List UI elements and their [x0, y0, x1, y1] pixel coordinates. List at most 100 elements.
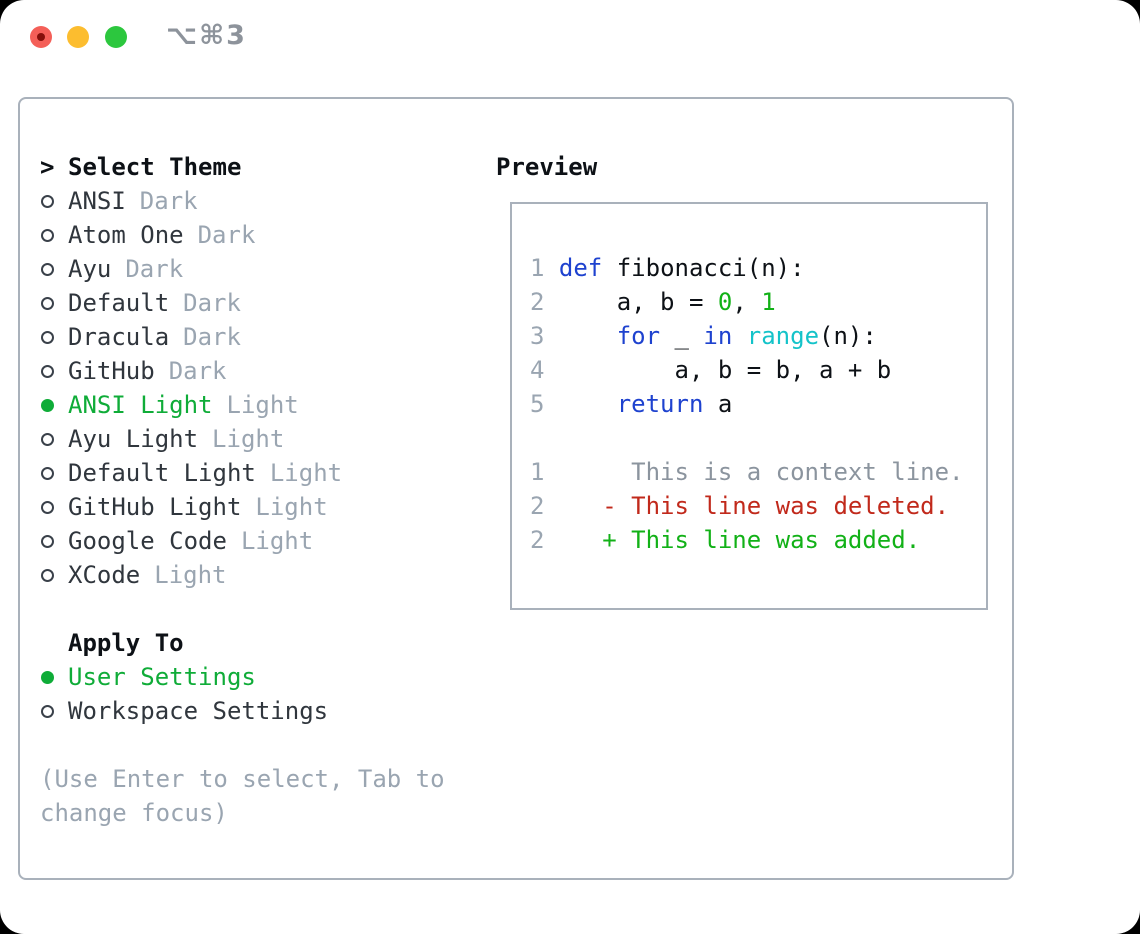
theme-variant: Dark	[183, 289, 241, 317]
code-segment	[559, 390, 617, 418]
code-segment: for	[616, 322, 661, 350]
select-theme-heading: Select Theme	[68, 153, 242, 181]
diff-text: This line was added.	[631, 526, 921, 554]
theme-item[interactable]: GitHub Light Light	[40, 490, 445, 524]
apply-option[interactable]: User Settings	[40, 660, 445, 694]
theme-variant: Light	[240, 527, 314, 555]
theme-name: Google Code	[68, 527, 227, 555]
code-segment: (n):	[819, 322, 877, 350]
code-segment: 0	[717, 288, 733, 316]
line-number: 2	[530, 526, 603, 554]
code-line: 3 for _ in range(n):	[530, 319, 986, 353]
apply-option-label: Workspace Settings	[68, 697, 329, 725]
radio-icon	[40, 262, 68, 276]
apply-option-label: User Settings	[68, 663, 256, 691]
radio-icon	[40, 466, 68, 480]
radio-icon	[40, 296, 68, 310]
theme-name: Ayu	[68, 255, 112, 283]
keyboard-hint: (Use Enter to select, Tab to change focu…	[40, 762, 445, 830]
apply-to-header-line: Apply To	[40, 626, 445, 660]
line-number: 1	[530, 254, 559, 282]
theme-item[interactable]: ANSI Light Light	[40, 388, 445, 422]
code-segment: a, b = b, a + b	[558, 356, 892, 384]
theme-item[interactable]: GitHub Dark	[40, 354, 445, 388]
theme-name: GitHub	[68, 357, 155, 385]
theme-name: Dracula	[68, 323, 170, 351]
line-number: 5	[530, 390, 559, 418]
theme-name: Default	[68, 289, 170, 317]
diff-preview-block: 1 This is a context line. 2 - This line w…	[530, 455, 986, 557]
theme-name: Default Light	[68, 459, 256, 487]
theme-selector-panel: > Select Theme ANSI Dark Atom One Dark A…	[18, 97, 1014, 880]
theme-variant: Light	[255, 493, 328, 521]
theme-item[interactable]: ANSI Dark	[40, 184, 445, 218]
close-window-icon[interactable]	[30, 26, 52, 48]
apply-to-section: Apply To User Settings Workspace Setting…	[40, 626, 445, 728]
line-number: 3	[530, 322, 559, 350]
title-bar: ⌥⌘3	[0, 0, 1140, 74]
theme-item[interactable]: Default Light Light	[40, 456, 445, 490]
theme-variant: Dark	[183, 323, 241, 351]
radio-icon	[40, 330, 68, 344]
code-line: 1 def fibonacci(n):	[530, 251, 986, 285]
theme-variant: Light	[226, 391, 299, 419]
zoom-window-icon[interactable]	[105, 26, 127, 48]
theme-name: XCode	[68, 561, 141, 589]
apply-option[interactable]: Workspace Settings	[40, 694, 445, 728]
code-segment: a	[703, 390, 733, 418]
radio-icon	[40, 704, 68, 718]
code-segment: range	[746, 322, 820, 350]
radio-icon	[40, 364, 68, 378]
theme-item[interactable]: Dracula Dark	[40, 320, 445, 354]
radio-icon	[40, 228, 68, 242]
code-segment: a, b =	[558, 288, 718, 316]
line-number: 4	[530, 356, 559, 384]
hint-line: (Use Enter to select, Tab to	[40, 765, 445, 793]
code-segment	[732, 322, 746, 350]
diff-line: 2 - This line was deleted.	[530, 489, 986, 523]
theme-item[interactable]: Default Dark	[40, 286, 445, 320]
code-segment: 1	[761, 288, 776, 316]
code-segment: _	[660, 322, 704, 350]
radio-icon	[40, 398, 68, 412]
theme-name: GitHub Light	[68, 493, 242, 521]
code-segment: def	[558, 254, 603, 282]
prompt-caret-icon: >	[40, 153, 55, 181]
theme-variant: Light	[154, 561, 227, 589]
code-segment: fibonacci(n):	[602, 254, 805, 282]
apply-to-heading: Apply To	[68, 629, 184, 657]
select-theme-header-line: > Select Theme	[40, 150, 445, 184]
line-number: 1	[530, 458, 632, 486]
radio-icon	[40, 432, 68, 446]
code-segment: ,	[732, 288, 762, 316]
theme-name: Ayu Light	[68, 425, 199, 453]
radio-icon	[40, 500, 68, 514]
code-segment: return	[616, 390, 704, 418]
theme-item[interactable]: Ayu Light Light	[40, 422, 445, 456]
minimize-window-icon[interactable]	[67, 26, 89, 48]
line-number: 2	[530, 492, 603, 520]
added-marker-icon: +	[602, 526, 632, 554]
code-line: 5 return a	[530, 387, 986, 421]
theme-name: ANSI	[68, 187, 126, 215]
radio-icon	[40, 194, 68, 208]
apply-to-list: User Settings Workspace Settings	[40, 660, 445, 728]
radio-icon	[40, 568, 68, 582]
theme-column: > Select Theme ANSI Dark Atom One Dark A…	[40, 150, 445, 830]
diff-text: This line was deleted.	[631, 492, 950, 520]
theme-name: ANSI Light	[68, 391, 213, 419]
theme-item[interactable]: Atom One Dark	[40, 218, 445, 252]
theme-item[interactable]: Google Code Light	[40, 524, 445, 558]
theme-item[interactable]: Ayu Dark	[40, 252, 445, 286]
code-line: 2 a, b = 0, 1	[530, 285, 986, 319]
theme-item[interactable]: XCode Light	[40, 558, 445, 592]
theme-variant: Light	[212, 425, 285, 453]
deleted-marker-icon: -	[602, 492, 632, 520]
theme-variant: Dark	[125, 255, 184, 283]
theme-variant: Light	[269, 459, 343, 487]
theme-variant: Dark	[197, 221, 256, 249]
code-segment: in	[703, 322, 733, 350]
